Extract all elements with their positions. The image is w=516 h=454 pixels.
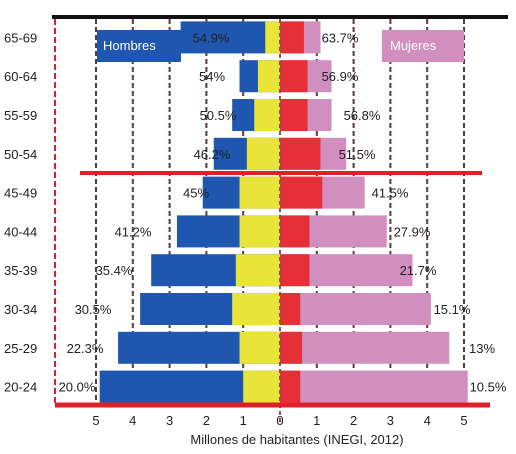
bar-mujeres-inner xyxy=(280,370,301,403)
y-tick-label: 60-64 xyxy=(4,69,37,84)
bar-hombres-inner xyxy=(239,331,280,364)
data-label-mujeres: 56.9% xyxy=(322,69,359,84)
data-label-mujeres: 56.8% xyxy=(344,108,381,123)
data-label-hombres: 46.2% xyxy=(194,147,231,162)
y-tick-label: 50-54 xyxy=(4,147,37,162)
y-tick-label: 65-69 xyxy=(4,30,37,45)
bar-mujeres-inner xyxy=(280,137,321,170)
bar-mujeres-inner xyxy=(280,293,301,325)
x-tick-label: 1 xyxy=(240,413,247,428)
data-label-mujeres: 15.1% xyxy=(434,302,471,317)
data-label-mujeres: 13% xyxy=(469,341,495,356)
bar-hombres-inner xyxy=(235,254,280,287)
bar-hombres-inner xyxy=(232,293,280,325)
legend-mujeres-label: Mujeres xyxy=(390,38,437,53)
bar-mujeres-inner xyxy=(280,176,323,209)
bar-hombres-inner xyxy=(254,99,280,131)
bar-mujeres-total xyxy=(280,370,468,403)
bar-mujeres-inner xyxy=(280,331,303,364)
x-tick-label: 5 xyxy=(460,413,467,428)
y-tick-label: 35-39 xyxy=(4,263,37,278)
legend: Hombres Mujeres xyxy=(97,30,464,62)
x-tick-label: 2 xyxy=(350,413,357,428)
y-axis-tick-labels: 65-69 60-64 55-59 50-54 45-49 40-44 35-39 30-34… xyxy=(4,30,37,394)
x-tick-label: 4 xyxy=(129,413,136,428)
x-tick-label: 5 xyxy=(92,413,99,428)
bar-group xyxy=(99,21,468,403)
bar-mujeres-inner xyxy=(280,254,310,287)
legend-hombres-swatch xyxy=(97,30,181,62)
bar-hombres-inner xyxy=(265,21,280,54)
y-tick-label: 40-44 xyxy=(4,224,37,239)
bar-mujeres-inner xyxy=(280,21,304,54)
data-label-mujeres: 21.7% xyxy=(400,263,437,278)
x-tick-label: 3 xyxy=(166,413,173,428)
y-tick-label: 20-24 xyxy=(4,380,37,395)
legend-hombres-label: Hombres xyxy=(103,38,156,53)
bar-mujeres-total xyxy=(280,293,431,325)
overlay-lines xyxy=(55,19,490,422)
bar-hombres-inner xyxy=(246,137,280,170)
y-tick-label: 55-59 xyxy=(4,108,37,123)
x-tick-label: 1 xyxy=(313,413,320,428)
data-label-hombres: 20.0% xyxy=(59,380,96,395)
data-label-hombres: 54% xyxy=(199,69,225,84)
bar-mujeres-inner xyxy=(280,215,310,248)
data-label-hombres: 45% xyxy=(183,186,209,201)
data-label-mujeres: 27.9% xyxy=(394,224,431,239)
data-label-hombres: 22.3% xyxy=(67,341,104,356)
bar-hombres-inner xyxy=(239,176,280,209)
bar-mujeres-total xyxy=(280,331,450,364)
data-label-hombres: 35.4% xyxy=(96,263,133,278)
data-label-mujeres: 51.5% xyxy=(339,147,376,162)
data-label-mujeres: 63.7% xyxy=(322,30,359,45)
x-tick-label: 3 xyxy=(387,413,394,428)
chart-frame xyxy=(52,15,508,406)
bar-mujeres-inner xyxy=(280,99,308,131)
data-label-mujeres: 10.5% xyxy=(470,380,507,395)
bar-hombres-inner xyxy=(257,60,280,93)
data-label-group: 54.9% 63.7% 54% 56.9% 50.5% 56.8% 46.2% 51.5% 45… xyxy=(59,30,507,394)
legend-mujeres-swatch xyxy=(382,30,464,62)
x-tick-label: 2 xyxy=(203,413,210,428)
bar-hombres-inner xyxy=(243,370,280,403)
data-label-hombres: 30.5% xyxy=(75,302,112,317)
x-axis-title: Millones de habitantes (INEGI, 2012) xyxy=(190,432,403,447)
data-label-mujeres: 41.5% xyxy=(372,186,409,201)
bar-mujeres-inner xyxy=(280,60,308,93)
bar-hombres-inner xyxy=(239,215,280,248)
data-label-hombres: 54.9% xyxy=(193,30,230,45)
y-tick-label: 25-29 xyxy=(4,341,37,356)
x-tick-label: 4 xyxy=(424,413,431,428)
x-axis-tick-labels: 5 4 3 2 1 0 1 2 3 4 5 xyxy=(92,413,467,428)
data-label-hombres: 50.5% xyxy=(200,108,237,123)
y-tick-label: 30-34 xyxy=(4,302,37,317)
bar-hombres-total xyxy=(180,21,280,54)
data-label-hombres: 41.2% xyxy=(115,224,152,239)
x-tick-label: 0 xyxy=(276,413,283,428)
y-tick-label: 45-49 xyxy=(4,186,37,201)
